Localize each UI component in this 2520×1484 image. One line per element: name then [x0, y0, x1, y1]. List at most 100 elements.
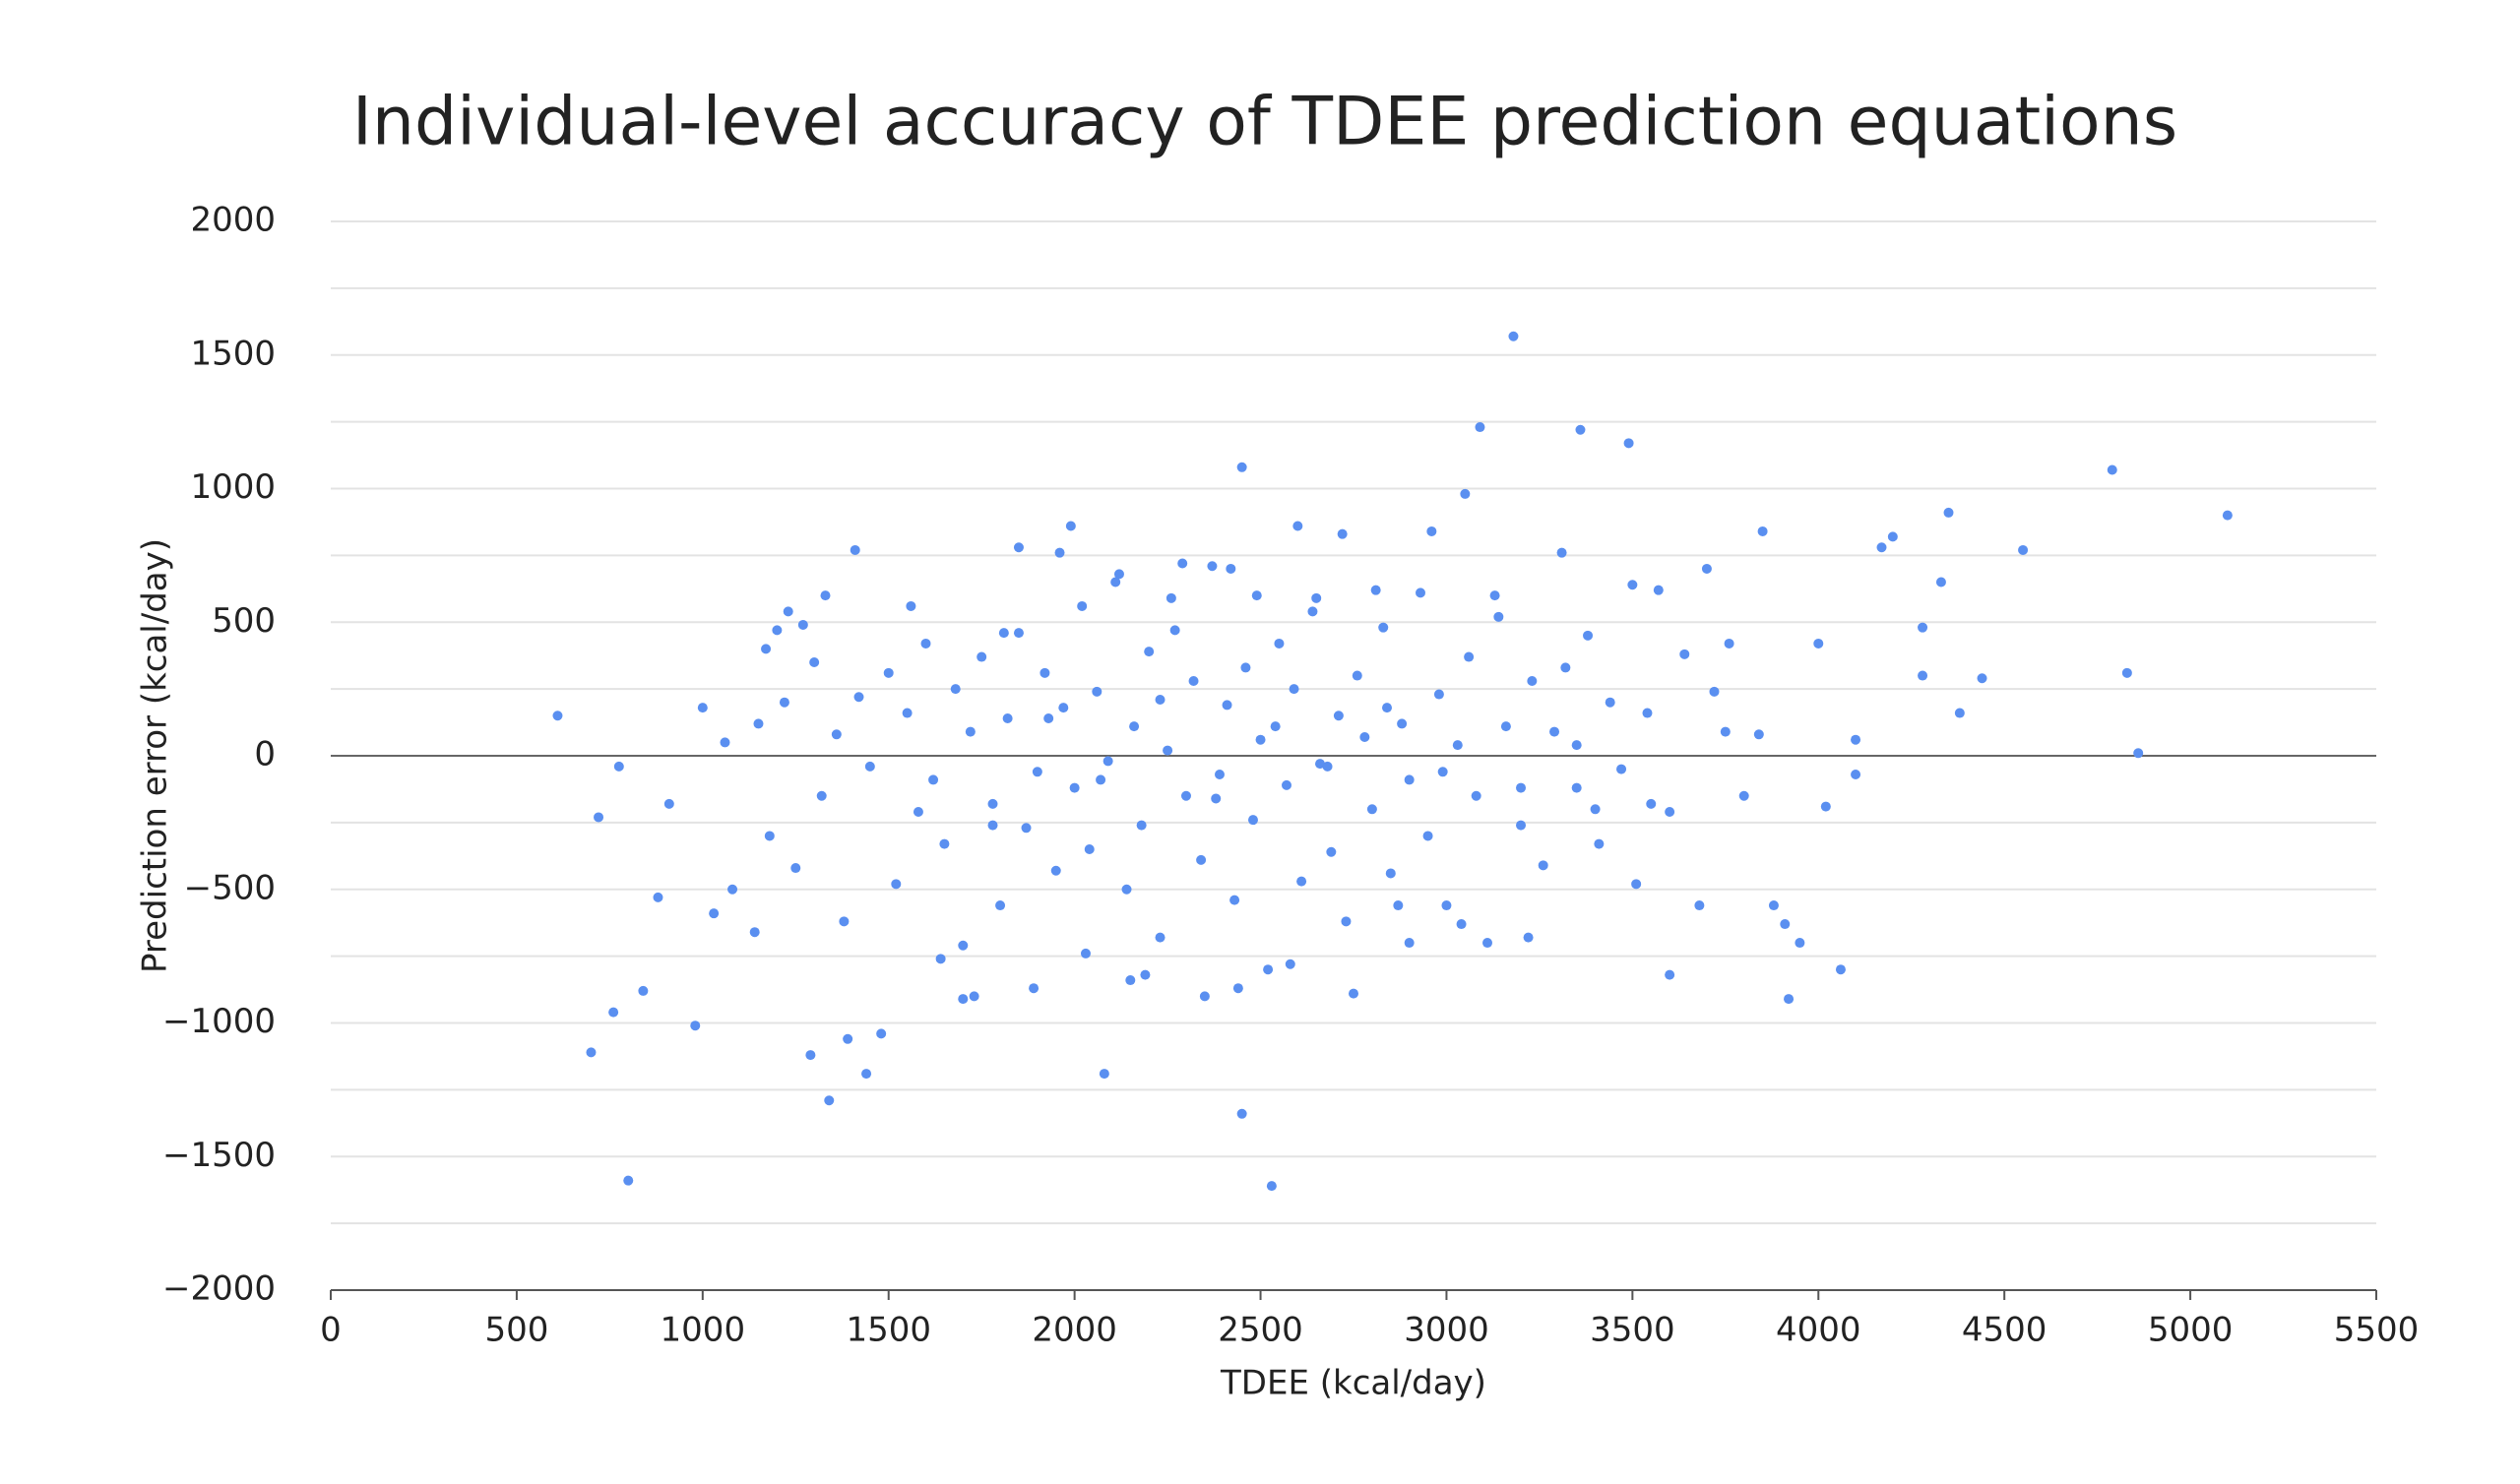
- point: [1289, 684, 1299, 695]
- point: [1247, 815, 1258, 826]
- point: [1385, 868, 1396, 879]
- point: [1163, 745, 1173, 756]
- point: [638, 985, 649, 996]
- point: [1207, 561, 1218, 572]
- point: [1508, 331, 1519, 341]
- point: [1058, 703, 1069, 713]
- point: [1199, 991, 1210, 1002]
- point: [1222, 700, 1232, 711]
- x-tick-label: 3500: [1590, 1311, 1675, 1350]
- point: [809, 656, 820, 667]
- point: [805, 1050, 816, 1061]
- point: [1255, 734, 1266, 745]
- point: [1274, 638, 1285, 649]
- point: [902, 708, 913, 718]
- point: [1780, 919, 1791, 930]
- point: [623, 1175, 634, 1186]
- point: [779, 697, 789, 708]
- point: [2133, 748, 2144, 759]
- point: [1416, 587, 1426, 598]
- point: [1232, 983, 1243, 994]
- point: [1092, 686, 1102, 697]
- point: [831, 729, 842, 740]
- point: [1314, 759, 1325, 770]
- point: [1096, 774, 1106, 785]
- point: [939, 838, 950, 849]
- point: [876, 1028, 887, 1039]
- point: [1571, 740, 1582, 751]
- x-tick-label: 2000: [1032, 1311, 1117, 1350]
- point: [843, 1033, 853, 1044]
- x-tick-label: 3000: [1404, 1311, 1489, 1350]
- point: [613, 761, 624, 772]
- point: [1296, 876, 1307, 887]
- point: [1471, 790, 1481, 801]
- point: [1359, 731, 1370, 742]
- point: [1757, 526, 1768, 536]
- point: [1121, 884, 1132, 895]
- x-tick-label: 1000: [661, 1311, 746, 1350]
- point: [1935, 577, 1946, 587]
- point: [1196, 854, 1207, 865]
- point: [1527, 675, 1538, 686]
- point: [995, 900, 1006, 911]
- point: [1043, 712, 1054, 723]
- point: [1623, 438, 1634, 449]
- point: [1229, 895, 1240, 905]
- point: [690, 1020, 701, 1031]
- point: [1155, 932, 1166, 943]
- point: [1538, 860, 1548, 871]
- point: [1642, 708, 1653, 718]
- y-tick-label: −1500: [162, 1136, 276, 1175]
- y-tick-label: −2000: [162, 1269, 276, 1309]
- point: [958, 940, 969, 951]
- point: [1311, 592, 1322, 603]
- point: [1366, 804, 1377, 815]
- point: [1102, 756, 1113, 767]
- point: [2121, 667, 2132, 678]
- point: [1069, 782, 1080, 793]
- point: [1701, 563, 1712, 574]
- point: [1464, 651, 1475, 662]
- point: [2222, 510, 2233, 521]
- point: [790, 863, 801, 874]
- point: [987, 798, 998, 809]
- x-tick-label: 4000: [1776, 1311, 1861, 1350]
- point: [1594, 838, 1605, 849]
- point: [1605, 697, 1615, 708]
- point: [1813, 638, 1824, 649]
- point: [1523, 932, 1534, 943]
- point: [1516, 820, 1527, 831]
- point: [920, 638, 931, 649]
- point: [663, 798, 674, 809]
- point: [1397, 718, 1408, 729]
- point: [950, 684, 961, 695]
- point: [1426, 526, 1437, 536]
- point: [1281, 779, 1292, 790]
- chart-title: Individual-level accuracy of TDEE predic…: [352, 84, 2177, 161]
- point: [753, 718, 764, 729]
- point: [935, 954, 946, 964]
- point: [697, 703, 708, 713]
- point: [1307, 606, 1318, 617]
- point: [1575, 424, 1586, 435]
- point: [1322, 761, 1333, 772]
- point: [1065, 521, 1076, 531]
- point: [1129, 721, 1140, 732]
- point: [1099, 1069, 1109, 1080]
- point: [839, 916, 850, 927]
- point: [853, 692, 864, 703]
- point: [709, 908, 720, 919]
- point: [1144, 647, 1155, 657]
- point: [1292, 521, 1303, 531]
- point: [727, 884, 738, 895]
- point: [1113, 569, 1124, 580]
- point: [1236, 462, 1247, 472]
- point: [1679, 649, 1690, 659]
- point: [1326, 846, 1337, 857]
- point: [1795, 938, 1805, 949]
- point: [1653, 585, 1664, 595]
- point: [761, 644, 772, 654]
- point: [1571, 782, 1582, 793]
- point: [1378, 622, 1389, 633]
